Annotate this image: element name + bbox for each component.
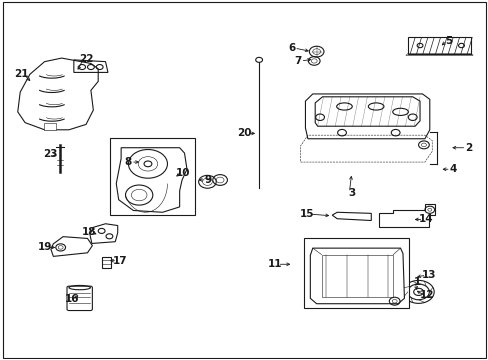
Text: 4: 4	[448, 164, 456, 174]
Text: 22: 22	[79, 54, 93, 64]
Text: 12: 12	[419, 291, 434, 301]
Text: 9: 9	[204, 175, 211, 185]
Text: 21: 21	[14, 69, 28, 79]
Text: 15: 15	[299, 209, 313, 219]
Text: 1: 1	[413, 277, 420, 287]
Text: 17: 17	[112, 256, 127, 266]
Bar	[43, 123, 56, 130]
Text: 3: 3	[347, 188, 355, 198]
Bar	[110, 138, 195, 215]
Text: 20: 20	[237, 129, 251, 138]
Text: 14: 14	[418, 215, 432, 224]
Text: 18: 18	[82, 227, 97, 237]
Bar	[407, 37, 470, 54]
Bar	[304, 238, 408, 308]
Text: 5: 5	[445, 36, 452, 46]
Text: 23: 23	[43, 149, 58, 159]
Text: 11: 11	[267, 259, 282, 269]
FancyBboxPatch shape	[67, 286, 92, 311]
Text: 16: 16	[65, 294, 80, 304]
Text: 13: 13	[421, 270, 435, 280]
Text: 2: 2	[464, 143, 471, 153]
Text: 19: 19	[37, 242, 52, 252]
Text: 7: 7	[294, 56, 301, 66]
Bar	[102, 257, 111, 268]
Text: 8: 8	[124, 157, 132, 167]
Text: 10: 10	[176, 168, 190, 178]
Text: 6: 6	[287, 43, 295, 53]
